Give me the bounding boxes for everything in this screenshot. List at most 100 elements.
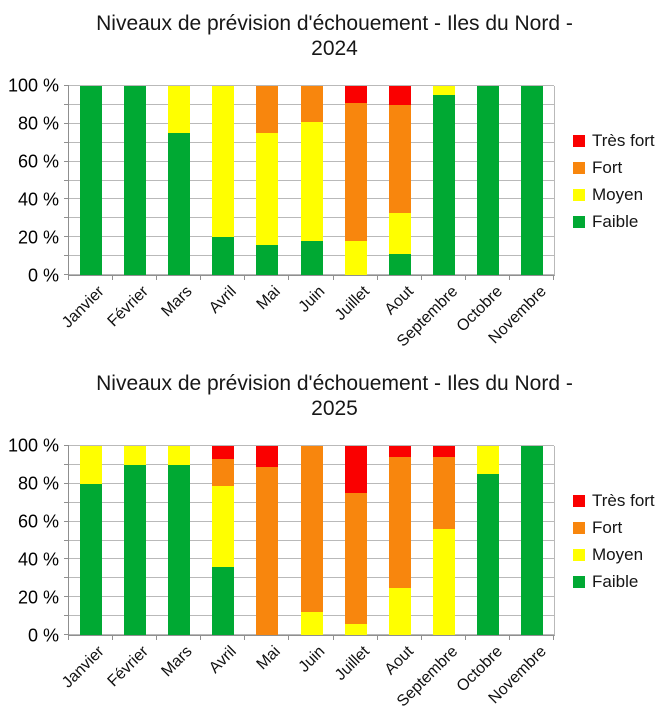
bar-segment-faible [168,464,191,635]
plot-area [64,445,555,640]
x-axis-label: Juillet [331,283,373,324]
bar-segment-très-fort [344,446,367,494]
bar-segment-faible [124,86,147,275]
legend-item-fort: Fort [573,514,655,541]
bar-juin [300,86,323,275]
y-axis-label: 60 % [17,511,59,532]
bar-segment-très-fort [212,446,235,460]
gridline [69,445,554,446]
bar-segment-faible [432,95,455,275]
x-axis-tick [376,275,378,280]
bar-segment-moyen [300,121,323,241]
x-axis-tick [244,275,246,280]
plot-area [64,85,555,280]
bar-juillet [344,446,367,635]
bar-segment-faible [80,483,103,635]
bar-segment-moyen [388,212,411,255]
legend-item-fort: Fort [573,154,655,181]
chart-title: Niveaux de prévision d'échouement - Iles… [0,0,669,61]
bar-segment-faible [80,86,103,275]
bar-segment-faible [476,474,499,635]
y-axis: 100 % 80 % 60 % 40 % 20 % 0 % [0,76,68,286]
x-axis-label: Mai [254,643,285,674]
y-axis-label: 80 % [17,113,59,134]
x-axis-label: Juin [295,283,329,316]
bar-segment-moyen [300,612,323,635]
y-axis-tick [64,236,69,238]
bar-segment-très-fort [388,446,411,458]
x-axis-label: Janvier [58,283,108,332]
bar-segment-très-fort [432,446,455,458]
legend: Très fort Fort Moyen Faible [573,127,655,235]
legend-label: Très fort [592,130,655,150]
bar-septembre [432,446,455,635]
x-axis-label: Février [104,643,152,691]
y-axis-tick [64,577,69,579]
y-axis-label: 20 % [17,227,59,248]
legend-item-faible: Faible [573,568,655,595]
y-axis-tick [64,274,69,275]
y-axis: 100 % 80 % 60 % 40 % 20 % 0 % [0,436,68,646]
x-axis-tick [420,275,422,280]
bar-slot [113,86,157,275]
bar-segment-moyen [124,446,147,465]
chart-2024: Niveaux de prévision d'échouement - Iles… [0,0,669,356]
y-axis-label: 20 % [17,587,59,608]
bar-novembre [520,446,543,635]
legend-label: Faible [592,571,639,591]
bar-slot [245,446,289,635]
bar-segment-fort [388,457,411,588]
x-axis-tick [156,275,158,280]
bar-slot [378,446,422,635]
x-axis-label: Janvier [58,643,108,692]
y-axis-tick [64,634,69,635]
x-axis-tick [332,275,334,280]
bar-novembre [520,86,543,275]
y-axis-tick [64,482,69,484]
x-axis-tick [68,275,69,280]
bar-mai [256,446,279,635]
x-axis-label: Aout [381,643,418,679]
y-axis-tick [64,160,69,162]
x-axis-labels: Janvier Février Mars Avril Mai Juin Juillet Aou… [59,276,555,356]
bar-segment-faible [300,240,323,275]
legend-label: Fort [592,517,623,537]
x-axis-label: Mars [158,643,196,681]
bar-mai [256,86,279,275]
bar-slot [69,86,113,275]
bars [69,86,554,275]
x-axis-tick [508,275,510,280]
bar-slot [157,86,201,275]
x-axis-tick [464,635,466,640]
bar-slot [289,86,333,275]
y-axis-label: 100 % [7,75,59,96]
bar-juillet [344,86,367,275]
y-axis-tick [64,141,69,143]
chart-title-line1: Niveaux de prévision d'échouement - Iles… [96,12,573,35]
y-axis-tick [64,596,69,598]
legend-swatch-faible-icon [573,215,585,228]
bar-slot [157,446,201,635]
bar-janvier [80,86,103,275]
y-axis-tick [64,445,69,446]
y-axis-tick [64,463,69,465]
bar-segment-faible [256,244,279,275]
legend-swatch-très-fort-icon [573,134,585,147]
y-axis-label: 40 % [17,549,59,570]
bar-octobre [476,446,499,635]
x-axis-label: Avril [206,283,240,317]
x-axis-tick [112,635,114,640]
y-axis-tick [64,520,69,522]
legend-swatch-très-fort-icon [573,494,585,507]
x-axis-tick [508,635,510,640]
chart-title: Niveaux de prévision d'échouement - Iles… [0,356,669,421]
bar-segment-faible [388,254,411,275]
bar-juin [300,446,323,635]
bar-segment-moyen [432,529,455,635]
bar-slot [466,446,510,635]
x-axis-tick [68,635,69,640]
bar-avril [212,86,235,275]
bar-slot [334,446,378,635]
chart-body: 100 % 80 % 60 % 40 % 20 % 0 % Très fort Fort Mo… [0,436,669,646]
bar-septembre [432,86,455,275]
